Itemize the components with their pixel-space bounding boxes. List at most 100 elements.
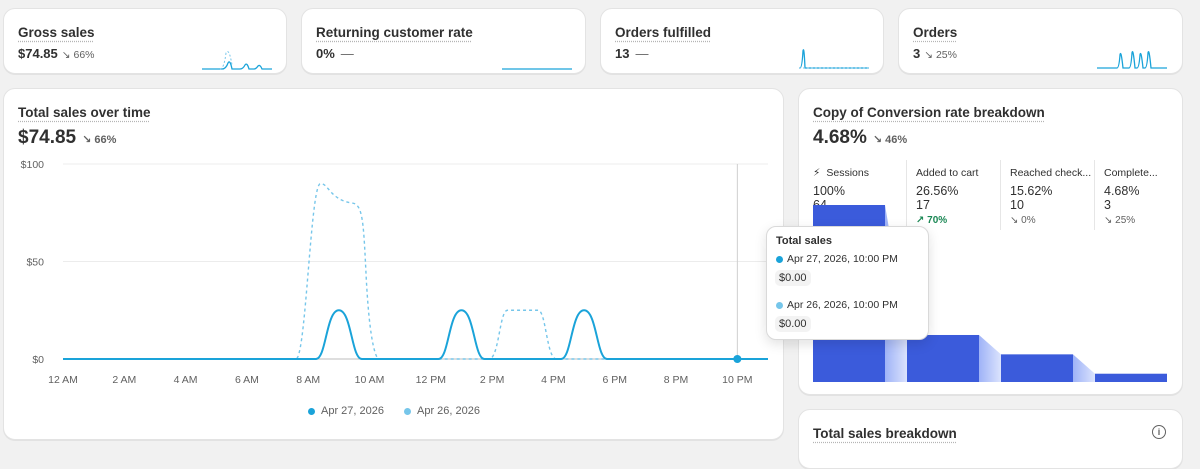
y-tick-label: $50 (26, 257, 44, 269)
x-tick-label: 8 PM (664, 374, 689, 386)
funnel-step-label: ⚡ Sessions (813, 167, 905, 179)
y-tick-label: $100 (21, 159, 45, 171)
metric-title[interactable]: Returning customer rate (316, 25, 473, 40)
x-tick-label: 4 PM (541, 374, 566, 386)
sparkline (799, 49, 869, 69)
x-tick-label: 10 AM (355, 374, 385, 386)
hover-point (733, 355, 742, 363)
tooltip-row: Apr 26, 2026, 10:00 PM (776, 299, 898, 311)
sales-delta: ↘ 66% (82, 134, 117, 146)
x-tick-label: 4 AM (174, 374, 198, 386)
metric-number: $74.85 (18, 46, 58, 61)
funnel-step-label: Reached check... (1010, 167, 1092, 179)
tooltip-row: Apr 27, 2026, 10:00 PM (776, 253, 898, 265)
funnel-step-label: Added to cart (916, 167, 979, 179)
funnel-step-pct: 4.68% (1104, 184, 1140, 198)
tooltip-row-value: $0.00 (775, 270, 811, 286)
chart-grid (63, 163, 768, 360)
sales-breakdown-title[interactable]: Total sales breakdown (813, 426, 957, 441)
funnel-step-completed: Complete... 4.68% 3 ↘ 25% (1104, 167, 1172, 226)
funnel-step-reached-checkout: Reached check... 15.62% 10 ↘ 0% (1010, 167, 1092, 226)
legend-label-apr-26[interactable]: Apr 26, 2026 (417, 405, 480, 417)
chart-legend: Apr 27, 2026 Apr 26, 2026 (308, 405, 480, 417)
funnel-bar (907, 334, 979, 382)
column-divider (1094, 160, 1095, 230)
metric-number: 3 (913, 46, 921, 61)
legend-dot-apr-26 (404, 407, 411, 415)
sparkline (202, 51, 272, 70)
funnel-connector (1073, 354, 1095, 382)
funnel-bar (1001, 354, 1073, 382)
tooltip-row-label: Apr 27, 2026, 10:00 PM (787, 253, 898, 265)
funnel-step-pct: 15.62% (1010, 184, 1053, 198)
x-tick-label: 6 AM (235, 374, 259, 386)
sales-over-time-card: Total sales over time $74.85 ↘ 66% (3, 88, 784, 440)
metric-value: 3 ↘ 25% (913, 46, 957, 61)
x-tick-label: 12 PM (416, 374, 446, 386)
conversion-rate: 4.68% (813, 127, 867, 148)
series-line-apr-27 (63, 309, 768, 360)
series-line-apr-26 (63, 182, 768, 360)
x-tick-label: 2 AM (112, 374, 136, 386)
funnel-step-count: 3 (1104, 198, 1111, 212)
metric-card-orders[interactable]: Orders 3 ↘ 25% (898, 8, 1183, 74)
funnel-step-label: Complete... (1104, 167, 1158, 179)
metric-number: 13 (615, 46, 630, 61)
metric-delta: ↘ 66% (61, 49, 95, 61)
bolt-icon: ⚡ (813, 167, 821, 179)
funnel-step-change: ↘ 0% (1010, 215, 1036, 226)
y-axis-ticks: $100 $50 $0 (21, 159, 45, 366)
metric-title[interactable]: Gross sales (18, 25, 95, 40)
column-divider (906, 160, 907, 230)
funnel-connector (979, 334, 1001, 382)
funnel-step-count: 17 (916, 198, 930, 212)
chart-tooltip: Total sales Apr 27, 2026, 10:00 PM $0.00… (766, 226, 929, 340)
metric-value: 0% — (316, 46, 354, 61)
funnel-step-added-to-cart: Added to cart 26.56% 17 ↗ 70% (916, 167, 1008, 226)
funnel-step-pct: 100% (813, 184, 845, 198)
legend-label-apr-27[interactable]: Apr 27, 2026 (321, 405, 384, 417)
tooltip-row-label: Apr 26, 2026, 10:00 PM (787, 299, 898, 311)
metric-delta: ↘ 25% (924, 49, 957, 61)
sales-breakdown-card: Total sales breakdown (798, 409, 1183, 469)
sales-over-time-value: $74.85 ↘ 66% (18, 127, 116, 149)
conversion-delta: ↘ 46% (872, 134, 908, 146)
metric-value: $74.85 ↘ 66% (18, 46, 95, 61)
sparkline (1097, 51, 1167, 69)
metric-value: 13 — (615, 46, 648, 61)
funnel-step-pct: 26.56% (916, 184, 959, 198)
x-tick-label: 6 PM (602, 374, 627, 386)
y-tick-label: $0 (32, 354, 44, 366)
tooltip-dot (776, 301, 783, 309)
funnel-step-count: 10 (1010, 198, 1024, 212)
sales-total: $74.85 (18, 127, 77, 148)
x-tick-label: 8 AM (296, 374, 320, 386)
funnel-step-change: ↗ 70% (916, 215, 948, 226)
x-tick-label: 2 PM (480, 374, 505, 386)
legend-dot-apr-27 (308, 407, 315, 415)
info-icon[interactable]: i (1152, 425, 1166, 439)
metric-dash: — (635, 46, 649, 61)
x-axis-ticks: 12 AM 2 AM 4 AM 6 AM 8 AM 10 AM 12 PM 2 PM 4 PM 6… (48, 374, 752, 386)
metric-title[interactable]: Orders (913, 25, 958, 40)
tooltip-row-value: $0.00 (775, 316, 811, 332)
metric-card-returning-customer-rate[interactable]: Returning customer rate 0% — (301, 8, 586, 74)
sparkline (502, 68, 572, 70)
x-tick-label: 12 AM (48, 374, 78, 386)
funnel-step-change: ↘ 25% (1104, 215, 1136, 226)
metric-title[interactable]: Orders fulfilled (615, 25, 712, 40)
metric-number: 0% (316, 46, 335, 61)
sales-line-chart[interactable]: $100 $50 $0 12 AM 2 AM 4 AM 6 AM 8 AM 10 AM 12 P… (3, 150, 784, 450)
x-tick-label: 10 PM (722, 374, 752, 386)
metric-card-gross-sales[interactable]: Gross sales $74.85 ↘ 66% (3, 8, 287, 74)
conversion-value: 4.68% ↘ 46% (813, 127, 907, 149)
tooltip-dot (776, 255, 783, 263)
tooltip-title: Total sales (776, 235, 833, 247)
sales-over-time-title[interactable]: Total sales over time (18, 105, 151, 120)
column-divider (1000, 160, 1001, 230)
step-label-text: Sessions (826, 167, 869, 179)
metric-dash: — (340, 46, 354, 61)
funnel-bar (1095, 373, 1167, 382)
conversion-title[interactable]: Copy of Conversion rate breakdown (813, 105, 1045, 120)
metric-card-orders-fulfilled[interactable]: Orders fulfilled 13 — (600, 8, 884, 74)
